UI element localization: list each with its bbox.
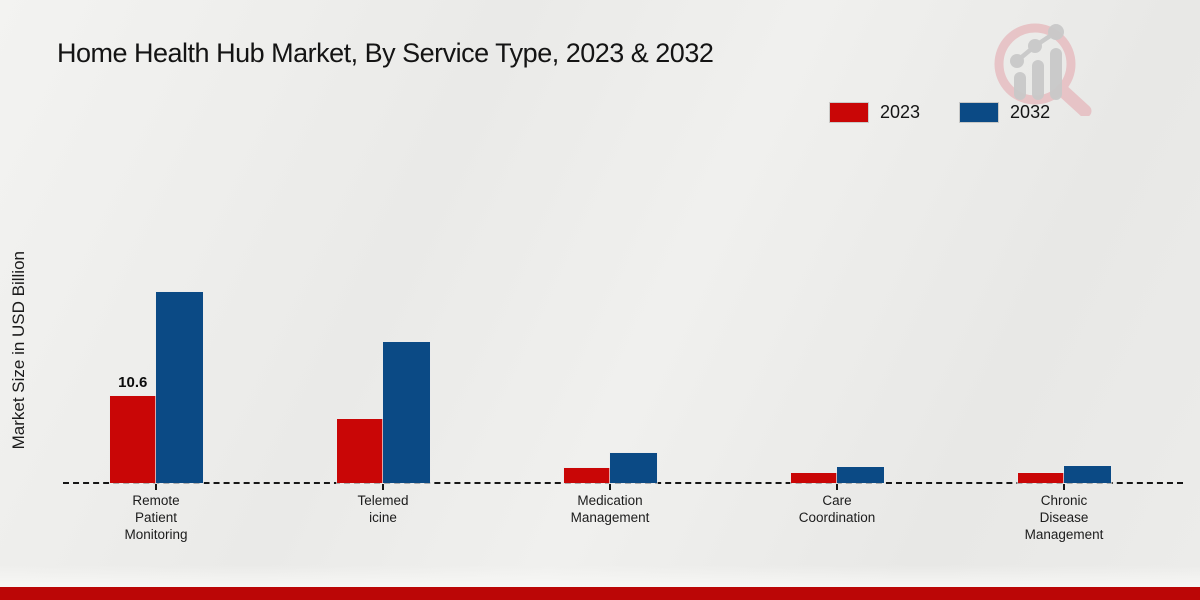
x-axis-tick-care-coordination [836,484,838,490]
legend-label: 2023 [880,102,921,122]
data-label-2023-remote-patient-monitoring: 10.6 [118,373,148,391]
x-axis-tick-remote-patient-monitoring [155,484,157,490]
footer-glow [0,565,1200,587]
bar-2032-chronic-disease-management [1064,465,1111,483]
bar-2023-telemedicine [336,418,383,483]
bar-2032-telemedicine [383,341,430,483]
x-axis-line [63,482,1183,484]
legend-item-2032: 2032 [960,102,1050,123]
x-axis-tick-telemedicine [382,484,384,490]
y-axis-title-wrap: Market Size in USD Billion [4,180,34,520]
legend-swatch-2023 [830,103,868,122]
bar-2023-remote-patient-monitoring [109,395,156,483]
footer-accent-bar [0,587,1200,600]
plot-area: Remote Patient Monitoring Telemed icine Medic… [63,140,1183,542]
legend-item-2023: 2023 [830,102,920,123]
chart-title: Home Health Hub Market, By Service Type,… [57,38,714,68]
category-label-care-coordination: Care Coordination [798,493,876,525]
x-axis-tick-chronic-disease-management [1063,484,1065,490]
y-axis-title: Market Size in USD Billion [9,250,28,450]
bar-2032-medication-management [610,453,657,483]
bar-2032-remote-patient-monitoring [156,291,203,483]
legend: 2023 2032 [830,102,1050,123]
category-label-chronic-disease-management: Chronic Disease Management [1024,493,1104,542]
legend-swatch-2032 [960,103,999,122]
category-label-remote-patient-monitoring: Remote Patient Monitoring [124,493,188,542]
bar-2023-medication-management [563,468,610,483]
category-label-medication-management: Medication Management [570,493,650,525]
bar-2023-care-coordination [790,473,837,483]
brand-logo-magnifier-chart-icon [994,23,1092,116]
x-axis-tick-medication-management [609,484,611,490]
bar-2023-chronic-disease-management [1017,473,1064,483]
legend-label: 2032 [1010,102,1051,122]
category-label-telemedicine: Telemed icine [357,493,409,525]
bar-2032-care-coordination [837,466,884,483]
